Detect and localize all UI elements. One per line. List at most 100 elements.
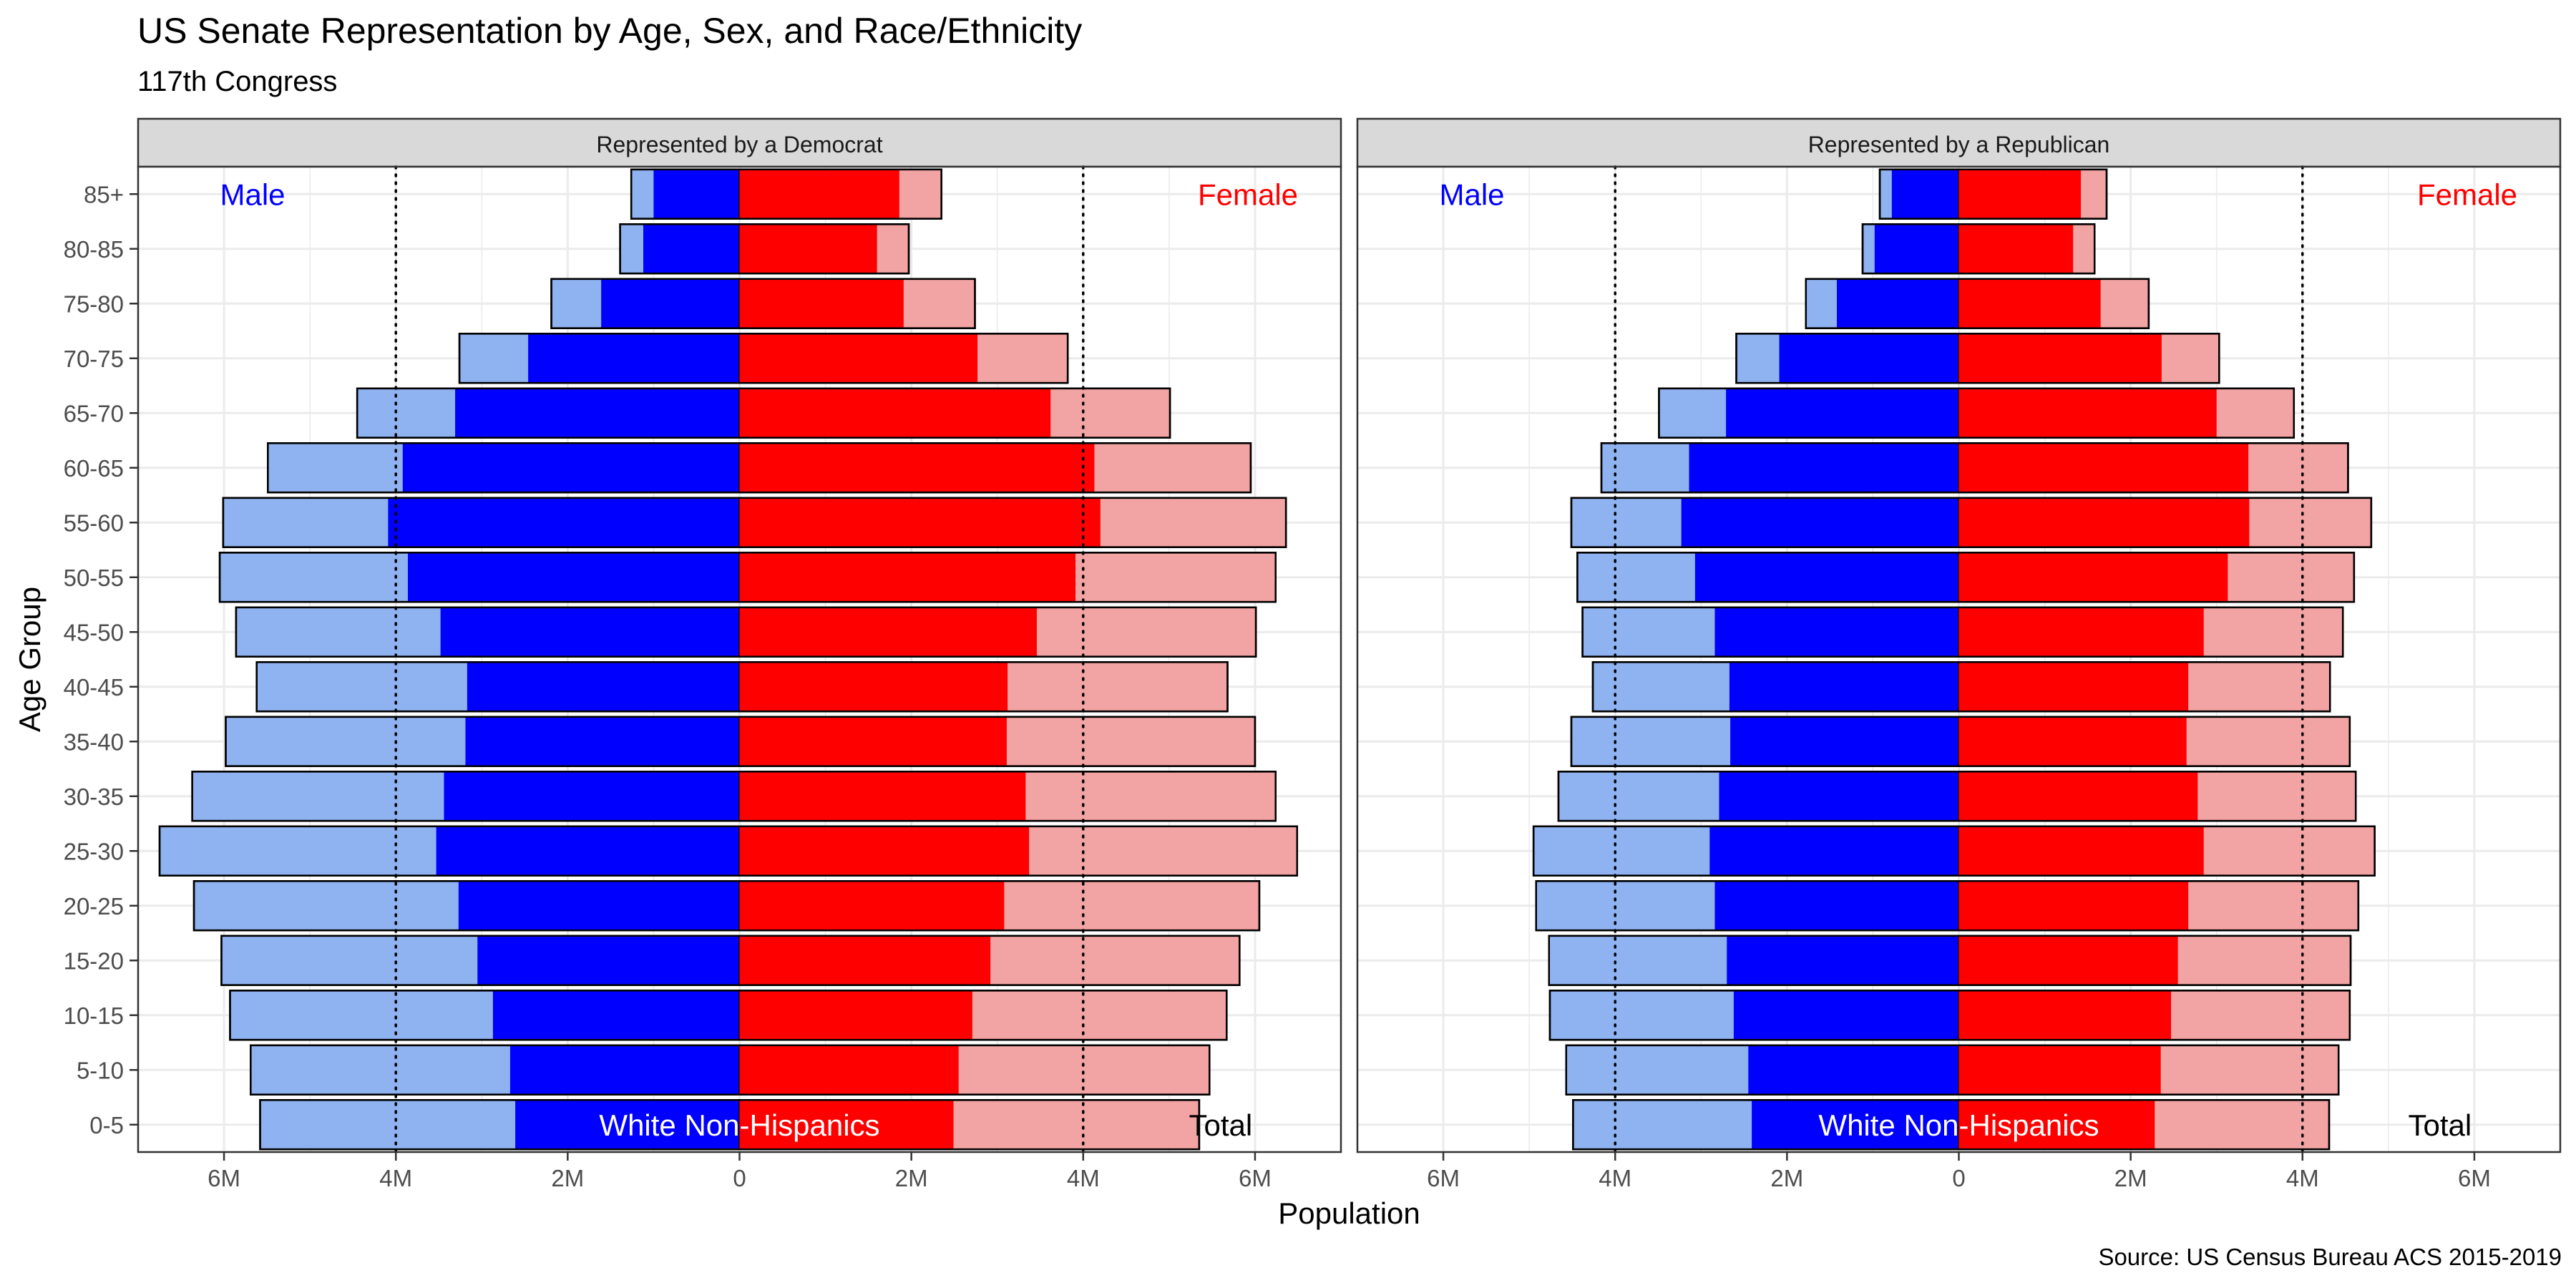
bar-male-white-non-hispanic	[402, 443, 740, 493]
bar-female-white-non-hispanic	[739, 881, 1005, 931]
bar-female-white-non-hispanic	[739, 388, 1051, 438]
white-non-hispanics-label: White Non-Hispanics	[599, 1108, 879, 1142]
y-axis-title: Age Group	[13, 587, 47, 732]
y-tick-label: 15-20	[64, 947, 124, 974]
x-tick-label: 6M	[208, 1165, 240, 1191]
bar-female-white-non-hispanic	[1958, 224, 2074, 274]
bar-male-white-non-hispanic	[1779, 333, 1959, 384]
bar-female-white-non-hispanic	[1958, 1100, 2155, 1150]
bar-outline	[1658, 387, 2296, 439]
chart-caption: Source: US Census Bureau ACS 2015-2019	[2098, 1244, 2562, 1270]
bar-outline	[225, 716, 1257, 767]
bar-male-white-non-hispanic	[1714, 607, 1959, 657]
bar-outline	[1581, 606, 2344, 658]
y-tick-label: 30-35	[64, 784, 124, 810]
y-tick-label: 50-55	[64, 565, 124, 591]
y-tick-label: 5-10	[77, 1057, 124, 1083]
x-tick-label: 6M	[1427, 1165, 1460, 1191]
bar-female-white-non-hispanic	[1958, 716, 2187, 766]
male-label: Male	[220, 177, 285, 211]
y-tick-label: 75-80	[64, 291, 124, 317]
bar-male-white-non-hispanic	[467, 662, 740, 712]
panel-strip	[137, 117, 1342, 168]
bar-male-white-non-hispanic	[458, 881, 740, 931]
x-tick-label: 0	[1952, 1165, 1965, 1191]
bar-outline	[229, 990, 1228, 1041]
bar-female-white-non-hispanic	[1958, 935, 2178, 985]
y-tick-label: 65-70	[64, 400, 124, 426]
bar-female-white-non-hispanic	[739, 224, 877, 274]
bar-female-white-non-hispanic	[739, 443, 1095, 493]
bar-outline	[1570, 497, 2373, 548]
bar-outline	[255, 661, 1229, 713]
y-tick-label: 60-65	[64, 455, 124, 482]
bar-male-white-non-hispanic	[1714, 881, 1959, 931]
bar-male-white-non-hispanic	[465, 716, 740, 766]
bar-outline	[1576, 552, 2356, 603]
panel-republican: Represented by a Republican Male Female Whi…	[1356, 117, 2562, 1191]
bar-outline	[619, 223, 910, 275]
total-label: Total	[1189, 1108, 1253, 1142]
bar-female-white-non-hispanic	[739, 552, 1075, 602]
bar-outline	[458, 333, 1069, 384]
bar-female-white-non-hispanic	[1958, 333, 2162, 384]
bar-female-white-non-hispanic	[739, 716, 1007, 766]
female-label: Female	[1198, 177, 1298, 211]
bar-outline	[235, 606, 1257, 658]
bar-male-white-non-hispanic	[1748, 1045, 1959, 1095]
bar-female-white-non-hispanic	[739, 771, 1026, 821]
panel-strip-label: Represented by a Republican	[1808, 132, 2110, 157]
x-tick-label: 2M	[2114, 1165, 2147, 1191]
bar-male-white-non-hispanic	[1891, 169, 1959, 219]
y-tick-label: 40-45	[64, 674, 124, 701]
bar-female-white-non-hispanic	[739, 278, 904, 328]
bar-male-white-non-hispanic	[1719, 771, 1959, 821]
bar-female-white-non-hispanic	[1958, 278, 2101, 328]
bar-outline	[1557, 771, 2357, 822]
bar-female-white-non-hispanic	[1958, 662, 2189, 712]
bar-female-white-non-hispanic	[739, 1045, 959, 1095]
bar-male-white-non-hispanic	[1694, 552, 1959, 602]
bar-outline	[1535, 880, 2360, 932]
bar-outline	[1805, 278, 2150, 329]
bar-male-white-non-hispanic	[643, 224, 740, 274]
bar-outline	[192, 880, 1261, 932]
bar-female-white-non-hispanic	[739, 333, 978, 384]
x-tick-label: 2M	[895, 1165, 928, 1191]
bar-outline	[1565, 1044, 2340, 1096]
bar-female-white-non-hispanic	[1958, 497, 2250, 547]
chart-title: US Senate Representation by Age, Sex, an…	[137, 11, 1083, 51]
y-tick-label: 10-15	[64, 1002, 124, 1029]
bar-outline	[1735, 333, 2220, 384]
chart-subtitle: 117th Congress	[137, 66, 338, 97]
bar-male-white-non-hispanic	[528, 333, 740, 384]
y-tick-label: 55-60	[64, 509, 124, 536]
x-tick-label: 4M	[2286, 1165, 2319, 1191]
bar-male-white-non-hispanic	[477, 935, 740, 985]
y-tick-label: 85+	[84, 181, 124, 208]
x-tick-label: 4M	[1067, 1165, 1100, 1191]
x-tick-label: 4M	[1599, 1165, 1631, 1191]
bar-female-white-non-hispanic	[1958, 990, 2172, 1040]
y-tick-label: 20-25	[64, 893, 124, 919]
bar-outline	[630, 168, 942, 220]
bar-female-white-non-hispanic	[739, 497, 1101, 547]
bar-female-white-non-hispanic	[1958, 826, 2204, 876]
x-axis-title: Population	[1278, 1196, 1420, 1230]
bar-outline	[220, 935, 1241, 986]
bar-outline	[1532, 825, 2376, 877]
panel-strip-label: Represented by a Democrat	[596, 132, 882, 157]
bar-outline	[158, 825, 1299, 877]
bar-male-white-non-hispanic	[436, 826, 740, 876]
bar-outline	[1878, 168, 2108, 220]
y-tick-label: 80-85	[64, 236, 124, 263]
y-tick-label: 0-5	[89, 1112, 124, 1138]
bar-male-white-non-hispanic	[509, 1045, 740, 1095]
female-label: Female	[2417, 177, 2517, 211]
bar-male-white-non-hispanic	[1730, 716, 1959, 766]
bar-outline	[222, 497, 1287, 548]
bar-female-white-non-hispanic	[739, 1100, 954, 1150]
total-label: Total	[2409, 1108, 2472, 1142]
bar-outline	[1548, 935, 2352, 986]
bar-female-white-non-hispanic	[739, 662, 1008, 712]
